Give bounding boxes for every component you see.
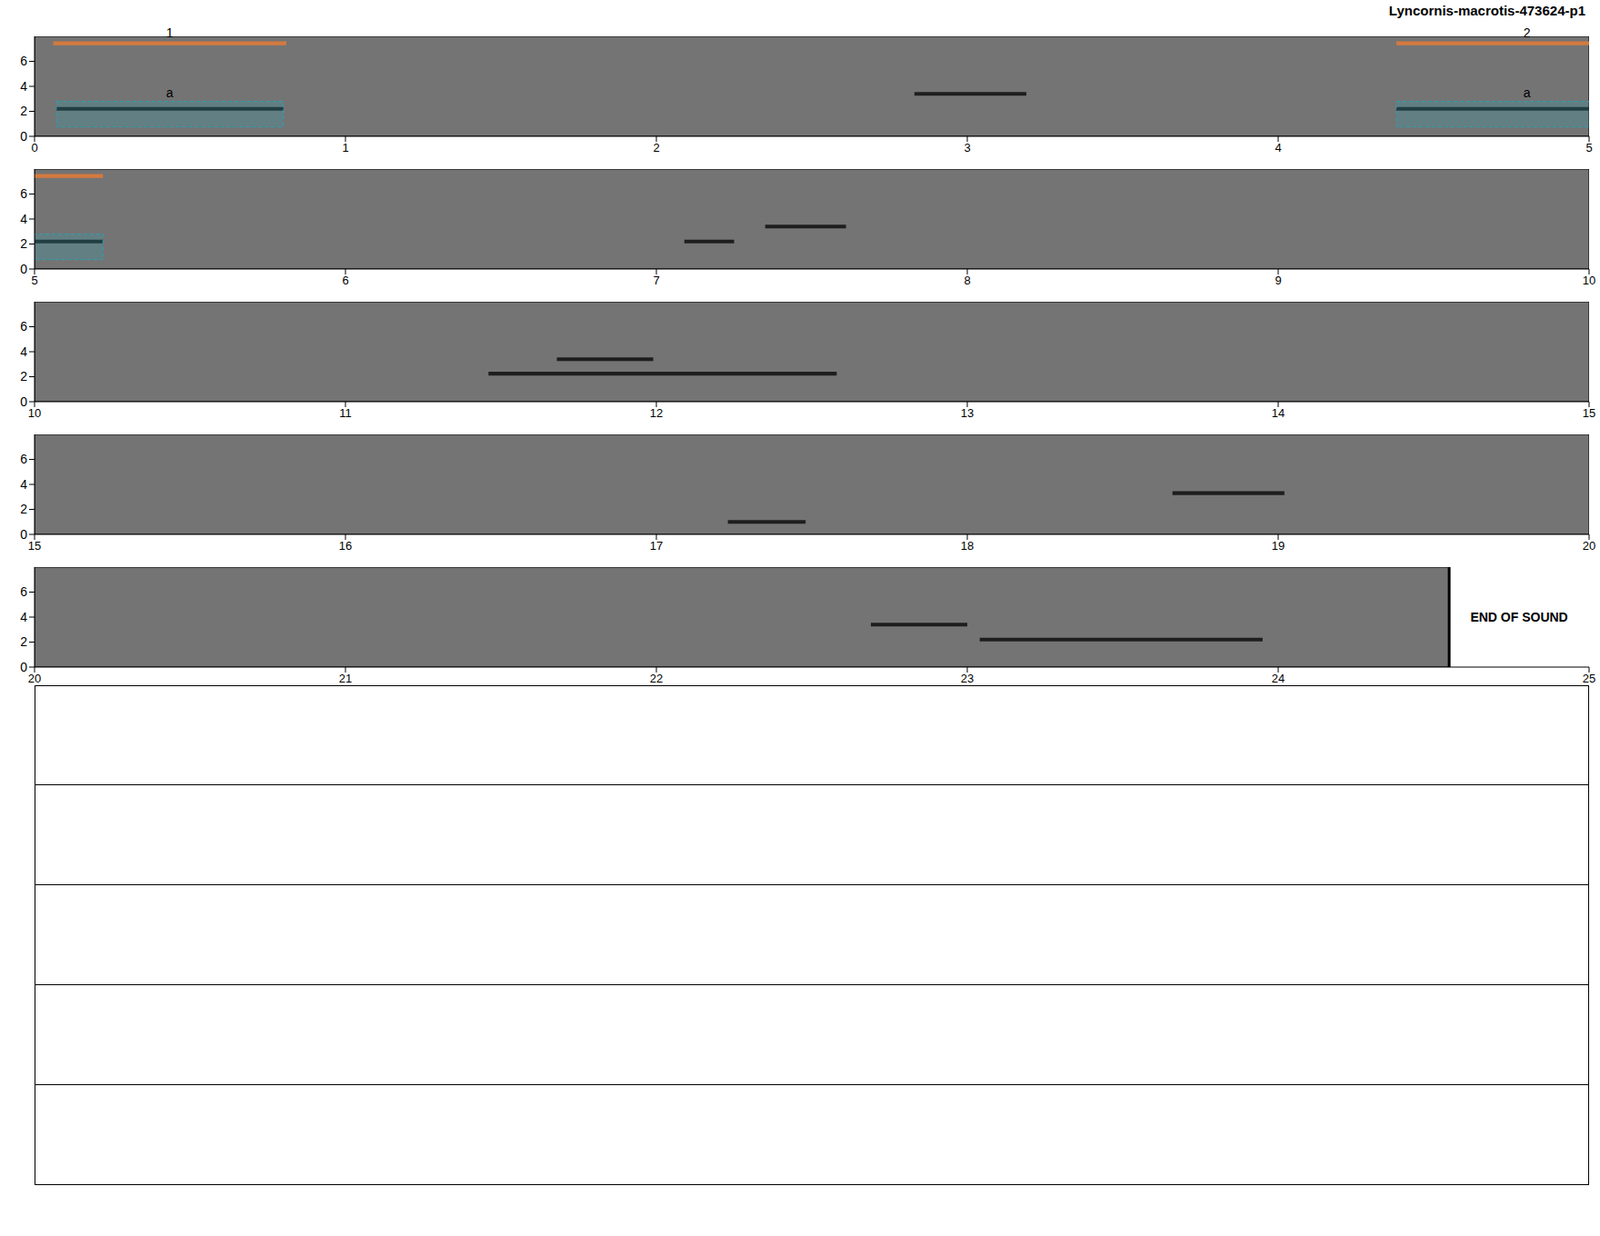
svg-text:0: 0 [30, 140, 38, 155]
svg-text:5: 5 [30, 273, 38, 288]
svg-text:17: 17 [650, 539, 663, 553]
svg-text:4: 4 [20, 79, 28, 94]
svg-text:23: 23 [960, 671, 974, 686]
svg-text:6: 6 [341, 273, 349, 288]
svg-text:1: 1 [341, 140, 349, 155]
svg-text:4: 4 [20, 477, 28, 492]
svg-text:14: 14 [1271, 406, 1285, 420]
svg-text:15: 15 [1582, 406, 1596, 420]
svg-text:a: a [166, 85, 174, 100]
svg-text:3: 3 [963, 140, 970, 155]
svg-text:7: 7 [652, 273, 660, 288]
svg-text:0: 0 [20, 394, 28, 410]
svg-text:15: 15 [28, 539, 41, 553]
svg-text:24: 24 [1271, 671, 1285, 686]
svg-text:20: 20 [28, 671, 41, 686]
svg-text:END OF SOUND: END OF SOUND [1470, 610, 1568, 625]
svg-text:16: 16 [339, 539, 352, 553]
svg-text:2: 2 [20, 103, 28, 119]
svg-text:2: 2 [1523, 25, 1531, 40]
svg-text:10: 10 [1582, 273, 1596, 288]
svg-text:12: 12 [650, 406, 663, 420]
svg-text:22: 22 [650, 671, 663, 686]
svg-text:20: 20 [1582, 539, 1596, 553]
svg-text:11: 11 [339, 406, 352, 420]
svg-text:19: 19 [1271, 539, 1285, 553]
svg-text:5: 5 [1585, 140, 1592, 155]
svg-text:2: 2 [20, 634, 28, 650]
svg-text:6: 6 [20, 451, 28, 467]
svg-text:6: 6 [20, 319, 28, 334]
svg-text:2: 2 [652, 140, 660, 155]
svg-text:4: 4 [20, 211, 28, 227]
svg-text:13: 13 [960, 406, 974, 420]
svg-text:2: 2 [20, 236, 28, 251]
html-text:Lyncornis-macrotis-473624-p1: Lyncornis-macrotis-473624-p1 [1388, 2, 1586, 19]
svg-text:0: 0 [20, 261, 28, 277]
svg-text:4: 4 [1274, 140, 1281, 155]
svg-text:10: 10 [28, 406, 41, 420]
svg-text:0: 0 [20, 129, 28, 144]
svg-text:2: 2 [20, 369, 28, 384]
svg-text:2: 2 [20, 501, 28, 517]
svg-text:6: 6 [20, 186, 28, 201]
svg-text:8: 8 [963, 273, 970, 288]
svg-text:1: 1 [166, 25, 174, 40]
svg-text:25: 25 [1582, 671, 1596, 686]
svg-text:4: 4 [20, 610, 28, 625]
svg-text:6: 6 [20, 584, 28, 600]
svg-text:6: 6 [20, 53, 28, 69]
svg-text:a: a [1523, 85, 1531, 100]
svg-text:9: 9 [1274, 273, 1281, 288]
svg-text:18: 18 [960, 539, 974, 553]
svg-text:0: 0 [20, 527, 28, 542]
svg-text:0: 0 [20, 660, 28, 675]
svg-text:21: 21 [339, 671, 352, 686]
svg-text:4: 4 [20, 344, 28, 360]
